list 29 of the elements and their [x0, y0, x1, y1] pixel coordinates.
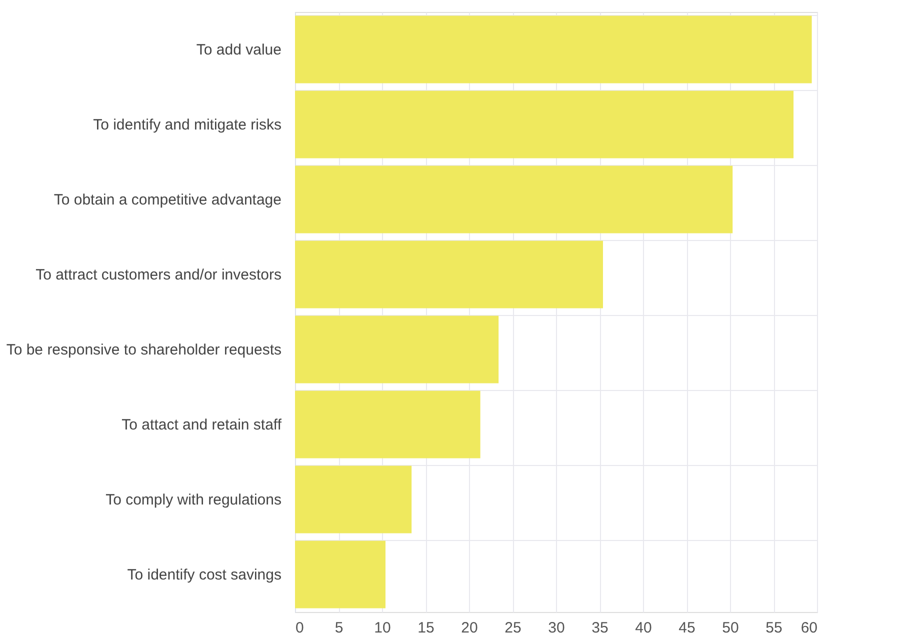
x-tick-label: 25 — [504, 620, 522, 636]
bar — [295, 16, 812, 84]
bar — [295, 240, 603, 308]
x-tick-label: 0 — [296, 620, 304, 636]
x-tick-label: 45 — [678, 620, 696, 636]
y-tick-label: To identify cost savings — [127, 566, 282, 584]
x-tick-label: 60 — [800, 620, 818, 636]
x-tick-label: 35 — [592, 620, 608, 636]
x-tick-label: 55 — [766, 620, 782, 636]
bar — [295, 466, 412, 534]
y-tick-label: To identify and mitigate risks — [93, 116, 282, 134]
x-tick-label: 20 — [461, 620, 478, 636]
x-tick-label: 15 — [418, 620, 434, 636]
bar — [295, 90, 794, 158]
bar — [295, 540, 386, 608]
x-tick-label: 50 — [722, 620, 739, 636]
y-tick-label: To be responsive to shareholder requests — [6, 342, 282, 358]
x-tick-label: 40 — [635, 620, 652, 636]
bar — [295, 166, 733, 234]
x-tick-label: 10 — [374, 620, 391, 636]
bar — [295, 316, 499, 384]
y-tick-label: To attract customers and/or investors — [36, 266, 282, 284]
y-tick-label: To obtain a competitive advantage — [54, 192, 282, 208]
bar — [295, 390, 480, 458]
x-tick-label: 5 — [334, 620, 344, 636]
y-tick-label: To attact and retain staff — [122, 416, 282, 434]
y-tick-label: To add value — [196, 42, 282, 58]
y-tick-label: To comply with regulations — [106, 492, 282, 508]
x-tick-label: 30 — [548, 620, 565, 636]
